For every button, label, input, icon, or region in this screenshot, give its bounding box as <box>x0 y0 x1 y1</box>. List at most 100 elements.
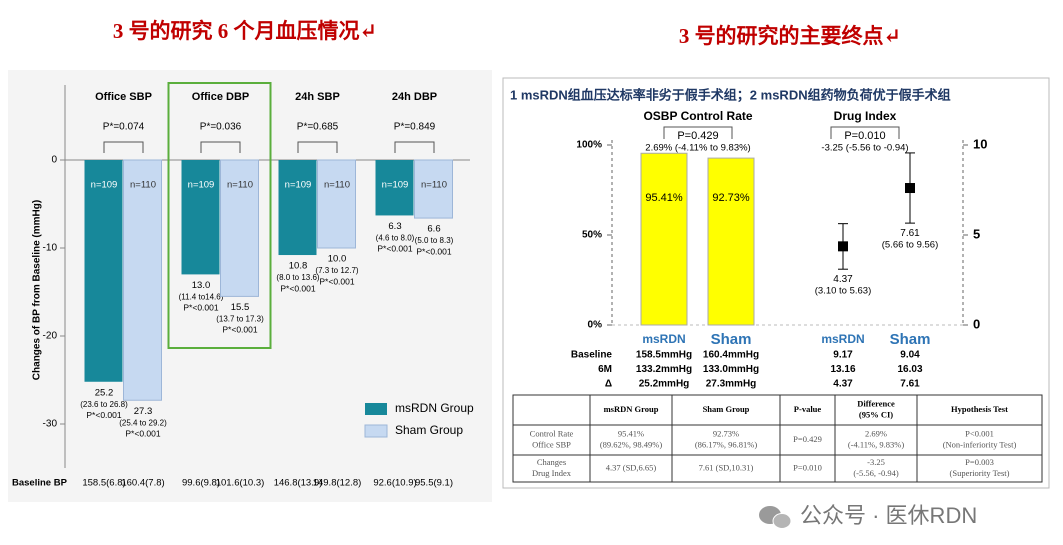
bar <box>317 159 356 249</box>
ci-label: (4.6 to 8.0) <box>376 234 415 243</box>
group-p-label: P*=0.849 <box>394 122 436 133</box>
legend-swatch <box>364 424 388 438</box>
point <box>838 241 848 252</box>
right-header: 1 msRDN组血压达标率非劣于假手术组；2 msRDN组药物负荷优于假手术组 <box>510 87 951 103</box>
summary-cell: 158.5mmHg <box>636 350 692 361</box>
ci-label: (23.6 to 26.8) <box>80 400 128 409</box>
value-label: 4.37 <box>833 274 853 285</box>
table-cell: (Superiority Test) <box>950 468 1010 478</box>
bar <box>84 160 123 382</box>
category-label: Sham <box>890 331 931 348</box>
bar <box>414 159 453 219</box>
p-label: P*<0.001 <box>86 410 121 420</box>
p-annotation: P=0.010 <box>844 130 885 142</box>
value-label: 92.73% <box>712 192 750 204</box>
table-header: Difference <box>857 398 895 408</box>
n-label: n=110 <box>421 180 447 191</box>
left-title: 3 号的研究 6 个月血压情况↵ <box>113 19 377 43</box>
group-label: 24h DBP <box>392 91 437 103</box>
bracket <box>394 141 435 153</box>
difference-annotation: 2.69% (-4.11% to 9.83%) <box>645 143 750 154</box>
summary-cell: 133.0mmHg <box>703 364 759 375</box>
y-tick-label: 5 <box>973 226 980 241</box>
bracket <box>663 126 733 139</box>
value-label: 95.41% <box>645 192 683 204</box>
baseline-value: 158.5(6.8) <box>82 478 125 489</box>
n-label: n=110 <box>130 180 156 191</box>
summary-cell: 27.3mmHg <box>706 379 757 390</box>
y-tick-label: 0% <box>588 320 603 331</box>
ci-label: (5.0 to 8.3) <box>415 236 454 245</box>
watermark: 公众号 · 医休RDN <box>800 503 977 528</box>
right-panel <box>502 77 1050 489</box>
wechat-icon <box>759 506 792 529</box>
n-label: n=110 <box>227 180 253 191</box>
value-label: 25.2 <box>95 387 114 398</box>
summary-cell: 9.17 <box>833 350 853 361</box>
summary-cell: 16.03 <box>897 364 922 375</box>
bracket <box>297 141 338 153</box>
ci-label: (13.7 to 17.3) <box>216 315 264 324</box>
legend-label: Sham Group <box>395 423 463 437</box>
summary-cell: 4.37 <box>833 379 853 390</box>
p-label: P*<0.001 <box>280 283 315 293</box>
group-label: Office DBP <box>192 91 249 103</box>
baseline-value: 92.6(10.9) <box>373 478 416 489</box>
n-label: n=109 <box>382 180 409 191</box>
summary-cell: 7.61 <box>900 379 920 390</box>
group-p-label: P*=0.074 <box>103 122 145 133</box>
bar <box>375 160 414 216</box>
table-header: (95% CI) <box>859 409 893 419</box>
y-tick-label: 10 <box>973 136 987 151</box>
summary-cell: 9.04 <box>900 350 920 361</box>
group-label: 24h SBP <box>295 91 340 103</box>
value-label: 13.0 <box>192 280 211 291</box>
y-tick-label: -10 <box>43 243 58 254</box>
ci-label: (11.4 to14.6) <box>179 293 224 302</box>
category-label: msRDN <box>642 332 685 346</box>
table-border <box>512 394 1043 483</box>
p-label: P*<0.001 <box>222 325 257 335</box>
table-cell: (Non-inferiority Test) <box>943 439 1017 449</box>
baseline-value: 149.8(12.8) <box>313 478 362 489</box>
y-tick-label: 0 <box>973 316 980 331</box>
table-cell: P=0.429 <box>793 434 822 444</box>
difference-annotation: -3.25 (-5.56 to -0.94) <box>821 143 908 154</box>
baseline-value: 99.6(9.8) <box>182 478 220 489</box>
baseline-value: 146.8(13.9) <box>274 478 323 489</box>
panel-title: Drug Index <box>834 109 897 123</box>
point <box>905 183 915 194</box>
value-label: 15.5 <box>231 302 250 313</box>
p-label: P*<0.001 <box>416 246 451 256</box>
table-header: msRDN Group <box>604 404 659 414</box>
p-label: P*<0.001 <box>377 244 412 254</box>
table-cell: 2.69% <box>865 428 887 438</box>
table-cell: P=0.010 <box>793 462 822 472</box>
value-label: 7.61 <box>900 228 920 239</box>
bar <box>220 159 259 297</box>
table-cell: Office SBP <box>532 439 571 449</box>
table-cell: Changes <box>537 457 566 467</box>
table-cell: (89.62%, 98.49%) <box>600 439 662 449</box>
bracket <box>103 141 144 153</box>
ci-label: (5.66 to 9.56) <box>882 240 939 251</box>
p-label: P*<0.001 <box>183 303 218 313</box>
table-cell: (-4.11%, 9.83%) <box>848 439 905 449</box>
summary-row-label: Baseline <box>571 350 613 361</box>
category-label: Sham <box>711 331 752 348</box>
table-cell: (-5.56, -0.94) <box>853 468 898 478</box>
value-label: 6.3 <box>388 221 401 232</box>
table-cell: 92.73% <box>713 428 739 438</box>
ci-label: (7.3 to 12.7) <box>315 266 358 275</box>
summary-cell: 25.2mmHg <box>639 379 690 390</box>
category-label: msRDN <box>821 332 864 346</box>
group-p-label: P*=0.036 <box>200 122 242 133</box>
y-tick-label: 50% <box>582 230 602 241</box>
bar <box>640 152 688 326</box>
p-label: P*<0.001 <box>319 276 354 286</box>
table-cell: P<0.001 <box>965 428 994 438</box>
y-tick-label: -20 <box>43 331 58 342</box>
baseline-value: 95.5(9.1) <box>415 478 453 489</box>
y-tick-label: 100% <box>576 140 602 151</box>
